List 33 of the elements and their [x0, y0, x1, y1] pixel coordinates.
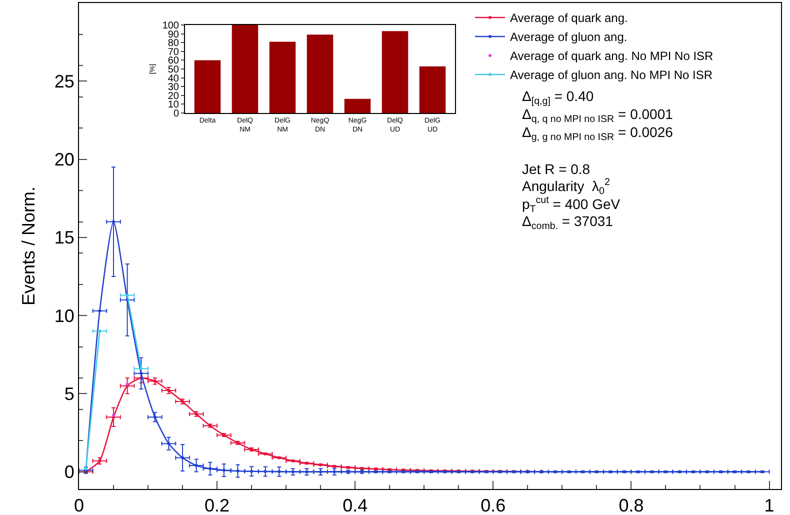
y-tick-label: 15 [54, 228, 74, 248]
y-tick-label: 100 [162, 20, 180, 32]
y-tick-label: 25 [54, 71, 74, 92]
annotation: Δ$_{g, g no MPI no ISR}$ = 0.0026 [522, 124, 674, 143]
x-tick-label: 0.8 [618, 496, 644, 515]
y-axis-title: Events / Norm. [18, 186, 39, 306]
legend-label: Average of gluon ang. [510, 30, 628, 44]
y-tick-label: 0 [173, 108, 180, 120]
y-tick-label: 10 [54, 306, 74, 326]
annotation: Δ$_{comb.}$ = 37031 [522, 213, 614, 232]
y-tick-label: 40 [168, 73, 180, 84]
annotation: p$_{T}$$^{cut}$ = 400 GeV [522, 195, 621, 215]
y-tick-label: 20 [168, 90, 180, 102]
y-tick-label: 90 [168, 29, 180, 40]
y-tick-label: 30 [168, 82, 180, 94]
y-tick-label: 5 [64, 384, 74, 404]
x-tick-label: 0.6 [480, 496, 506, 515]
legend-label: Average of quark ang. No MPI No ISR [510, 49, 714, 64]
legend-label: Average of quark ang. [510, 11, 628, 26]
y-tick-label: 0 [64, 462, 74, 482]
y-tick-label: 20 [54, 150, 74, 170]
annotation: Δ$_{[q,g]}$ = 0.40 [522, 88, 594, 107]
y-tick-label: 50 [168, 64, 180, 76]
y-tick-label: 80 [168, 38, 180, 50]
annotation: Δ$_{q, q no MPI no ISR}$ = 0.0001 [522, 106, 674, 125]
y-tick-label: 10 [168, 100, 180, 111]
annotation: Jet R = 0.8 [522, 161, 590, 177]
x-tick-label: 1 [764, 496, 774, 515]
legend-label: Average of gluon ang. No MPI No ISR [510, 68, 713, 82]
x-tick-label: 0.2 [204, 496, 230, 515]
y-tick-label: 60 [168, 56, 180, 67]
x-tick-label: 0.4 [342, 496, 368, 515]
y-tick-label: 70 [168, 46, 180, 58]
